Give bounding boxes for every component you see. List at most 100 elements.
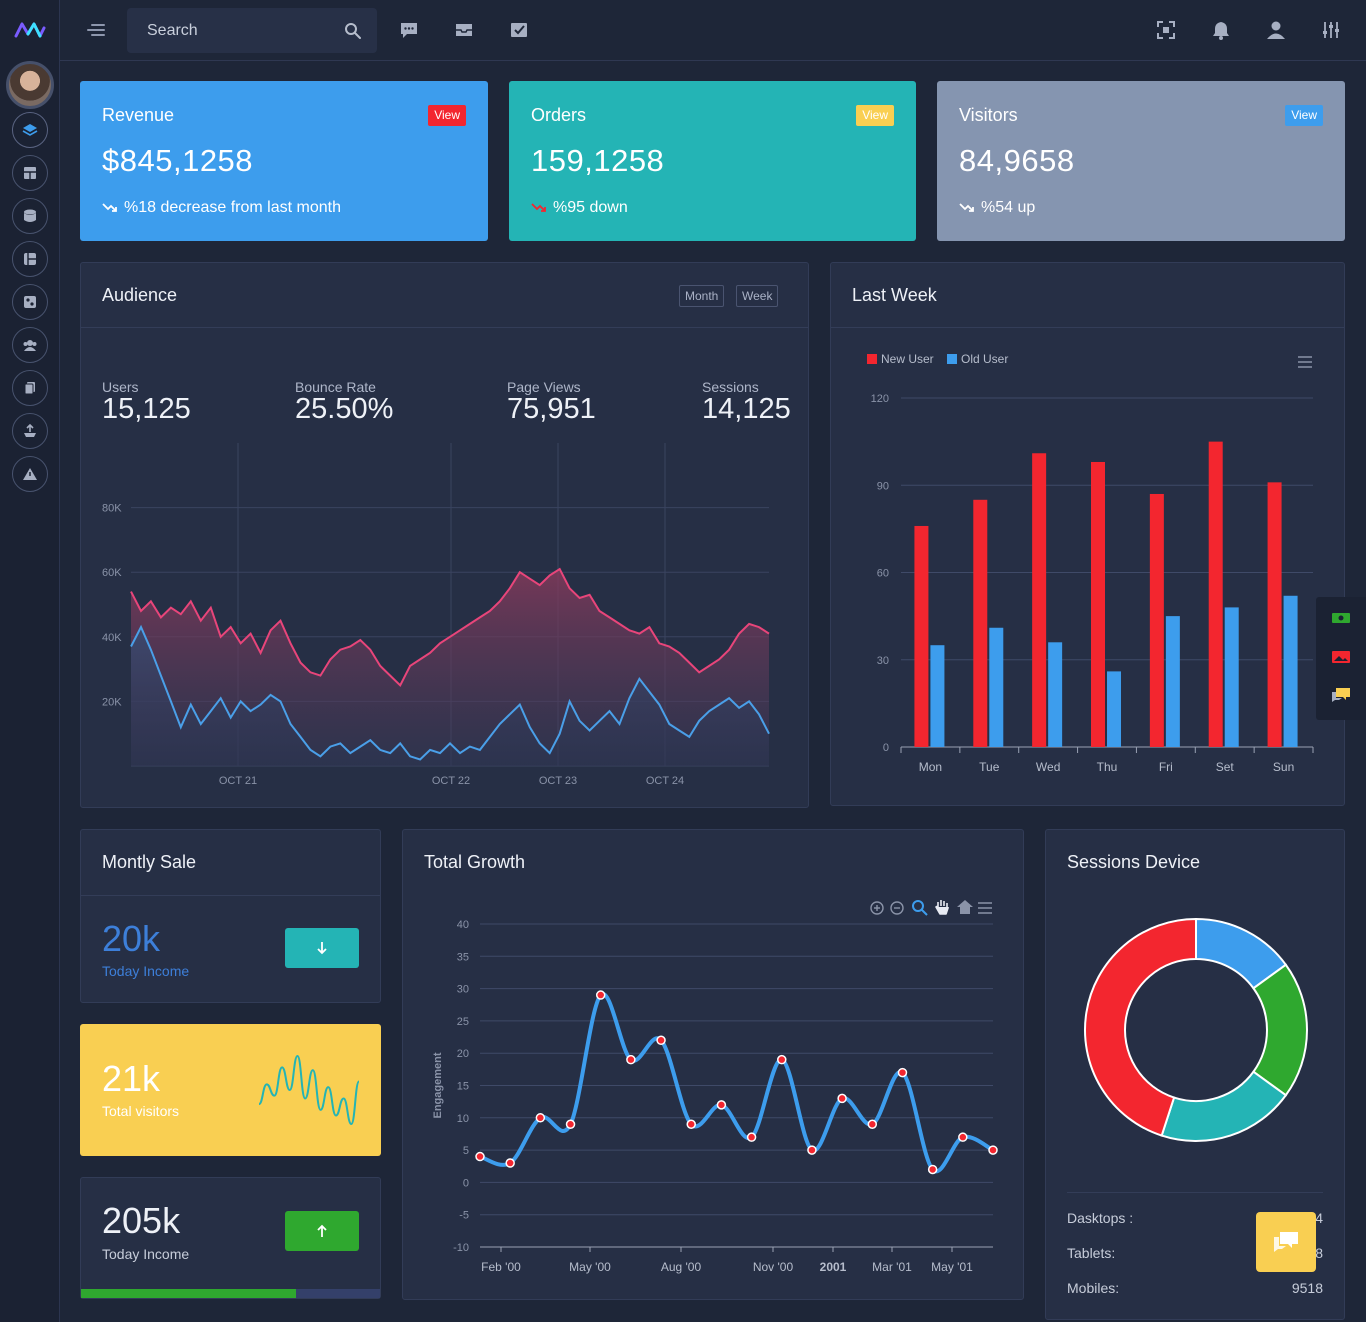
- legend-label: New User: [881, 352, 934, 366]
- y-tick-label: 60: [877, 568, 889, 580]
- y-tick-label: 20K: [102, 696, 122, 708]
- x-tick-label: Mon: [919, 760, 942, 774]
- chat-icon[interactable]: [399, 20, 419, 40]
- device-label: Tablets:: [1067, 1245, 1116, 1261]
- bar: [1107, 671, 1121, 747]
- visitors-value: 84,9658: [959, 143, 1075, 178]
- last-week-chart: 0 30 60 90 120 Mon Tue Wed Thu Fri Set Sun: [871, 393, 1314, 774]
- sidebar-item-database[interactable]: [12, 198, 48, 234]
- kpi-pageviews-value: 75,951: [507, 393, 596, 425]
- bell-icon[interactable]: [1211, 20, 1231, 40]
- zoom-select-icon[interactable]: [911, 899, 929, 917]
- visitors-view-button[interactable]: View: [1285, 105, 1323, 126]
- upload-button[interactable]: [285, 1211, 359, 1251]
- chat-icon: [1274, 1232, 1298, 1252]
- inbox-icon[interactable]: [454, 20, 474, 40]
- home-icon[interactable]: [956, 899, 974, 915]
- visitors-title: Visitors: [959, 105, 1018, 125]
- sessions-device-title: Sessions Device: [1067, 852, 1201, 872]
- pan-icon[interactable]: [933, 898, 951, 916]
- search-box: [127, 8, 377, 53]
- zoom-in-icon[interactable]: [869, 900, 887, 916]
- orders-title: Orders: [531, 105, 587, 125]
- y-tick-label: 40K: [102, 632, 122, 644]
- sidebar-item-upload[interactable]: [12, 413, 48, 449]
- visitors-sale-value: 21k: [102, 1058, 161, 1099]
- money-icon[interactable]: [1331, 611, 1351, 625]
- device-row-tablets: Tablets: 8: [1067, 1245, 1323, 1261]
- search-input[interactable]: [147, 8, 337, 53]
- sidebar-item-layers[interactable]: [12, 112, 48, 148]
- fullscreen-icon[interactable]: [1156, 20, 1176, 40]
- menu-toggle-icon[interactable]: [86, 20, 106, 40]
- comments-icon[interactable]: [1331, 687, 1351, 703]
- legend-swatch: [867, 354, 877, 364]
- y-tick-label: -5: [459, 1210, 469, 1222]
- image-icon[interactable]: [1331, 650, 1351, 664]
- x-tick-label: Aug '00: [661, 1260, 702, 1274]
- divider: [81, 895, 380, 896]
- sidebar-item-layout[interactable]: [12, 155, 48, 191]
- copy-icon: [24, 382, 35, 395]
- widgets-icon: [24, 296, 36, 308]
- sidebar-item-widgets[interactable]: [12, 284, 48, 320]
- monthly-sale-title: Montly Sale: [102, 852, 197, 872]
- y-tick-label: 15: [457, 1081, 469, 1093]
- y-tick-label: 40: [457, 919, 469, 931]
- revenue-note: %18 decrease from last month: [124, 199, 341, 216]
- x-tick-label: Fri: [1159, 760, 1173, 774]
- sidebar-item-pages[interactable]: [12, 370, 48, 406]
- x-tick-label: Thu: [1097, 760, 1118, 774]
- data-point: [505, 1158, 515, 1168]
- logo[interactable]: [14, 20, 46, 40]
- y-tick-label: 30: [877, 655, 889, 667]
- y-tick-label: 30: [457, 984, 469, 996]
- mail-check-icon[interactable]: [509, 20, 529, 40]
- floating-toolbar: [1316, 597, 1366, 720]
- data-point: [535, 1113, 546, 1123]
- y-tick-label: 120: [871, 393, 889, 405]
- total-growth-title: Total Growth: [424, 852, 526, 872]
- data-point: [897, 1067, 908, 1078]
- chat-fab-button[interactable]: [1256, 1212, 1316, 1272]
- divider: [1067, 1192, 1323, 1193]
- orders-view-button[interactable]: View: [856, 105, 894, 126]
- avatar[interactable]: [6, 61, 54, 109]
- settings-sliders-icon[interactable]: [1321, 20, 1341, 40]
- bar: [930, 645, 945, 747]
- y-tick-label: 90: [877, 480, 889, 492]
- data-point: [565, 1119, 576, 1130]
- legend-new-user[interactable]: New User: [867, 352, 934, 366]
- download-button[interactable]: [285, 928, 359, 968]
- chart-menu-icon[interactable]: [1297, 355, 1313, 369]
- search-icon[interactable]: [344, 22, 361, 39]
- divider: [831, 327, 1344, 328]
- x-tick-label: Tue: [979, 760, 1000, 774]
- orders-value: 159,1258: [531, 143, 665, 178]
- device-label: Dasktops :: [1067, 1210, 1134, 1226]
- revenue-view-button[interactable]: View: [428, 105, 466, 126]
- visitors-sparkline: [258, 1054, 360, 1126]
- x-tick-label: Wed: [1036, 760, 1060, 774]
- audience-title: Audience: [102, 285, 178, 305]
- tab-month[interactable]: Month: [679, 285, 725, 307]
- x-tick-label: Feb '00: [481, 1260, 521, 1274]
- chart-menu-icon[interactable]: [977, 901, 993, 915]
- zoom-out-icon[interactable]: [889, 900, 907, 916]
- sidebar-item-components[interactable]: [12, 241, 48, 277]
- last-week-panel: Last Week New User Old User 0 30 60 90 120 Mo…: [830, 262, 1345, 806]
- bar: [1149, 493, 1164, 747]
- device-label: Mobiles:: [1067, 1280, 1120, 1296]
- sidebar-item-users[interactable]: [12, 327, 48, 363]
- tab-week[interactable]: Week: [736, 285, 779, 307]
- user-icon[interactable]: [1266, 20, 1286, 40]
- device-value: 4: [1315, 1210, 1323, 1226]
- legend-old-user[interactable]: Old User: [947, 352, 1008, 366]
- donut-slice: [1252, 963, 1308, 1097]
- x-tick-label: Nov '00: [753, 1260, 794, 1274]
- sidebar-item-alerts[interactable]: [12, 456, 48, 492]
- arrow-up-icon: [317, 1224, 327, 1237]
- bar: [1208, 441, 1223, 747]
- bar: [1283, 595, 1298, 747]
- bar: [1032, 453, 1047, 747]
